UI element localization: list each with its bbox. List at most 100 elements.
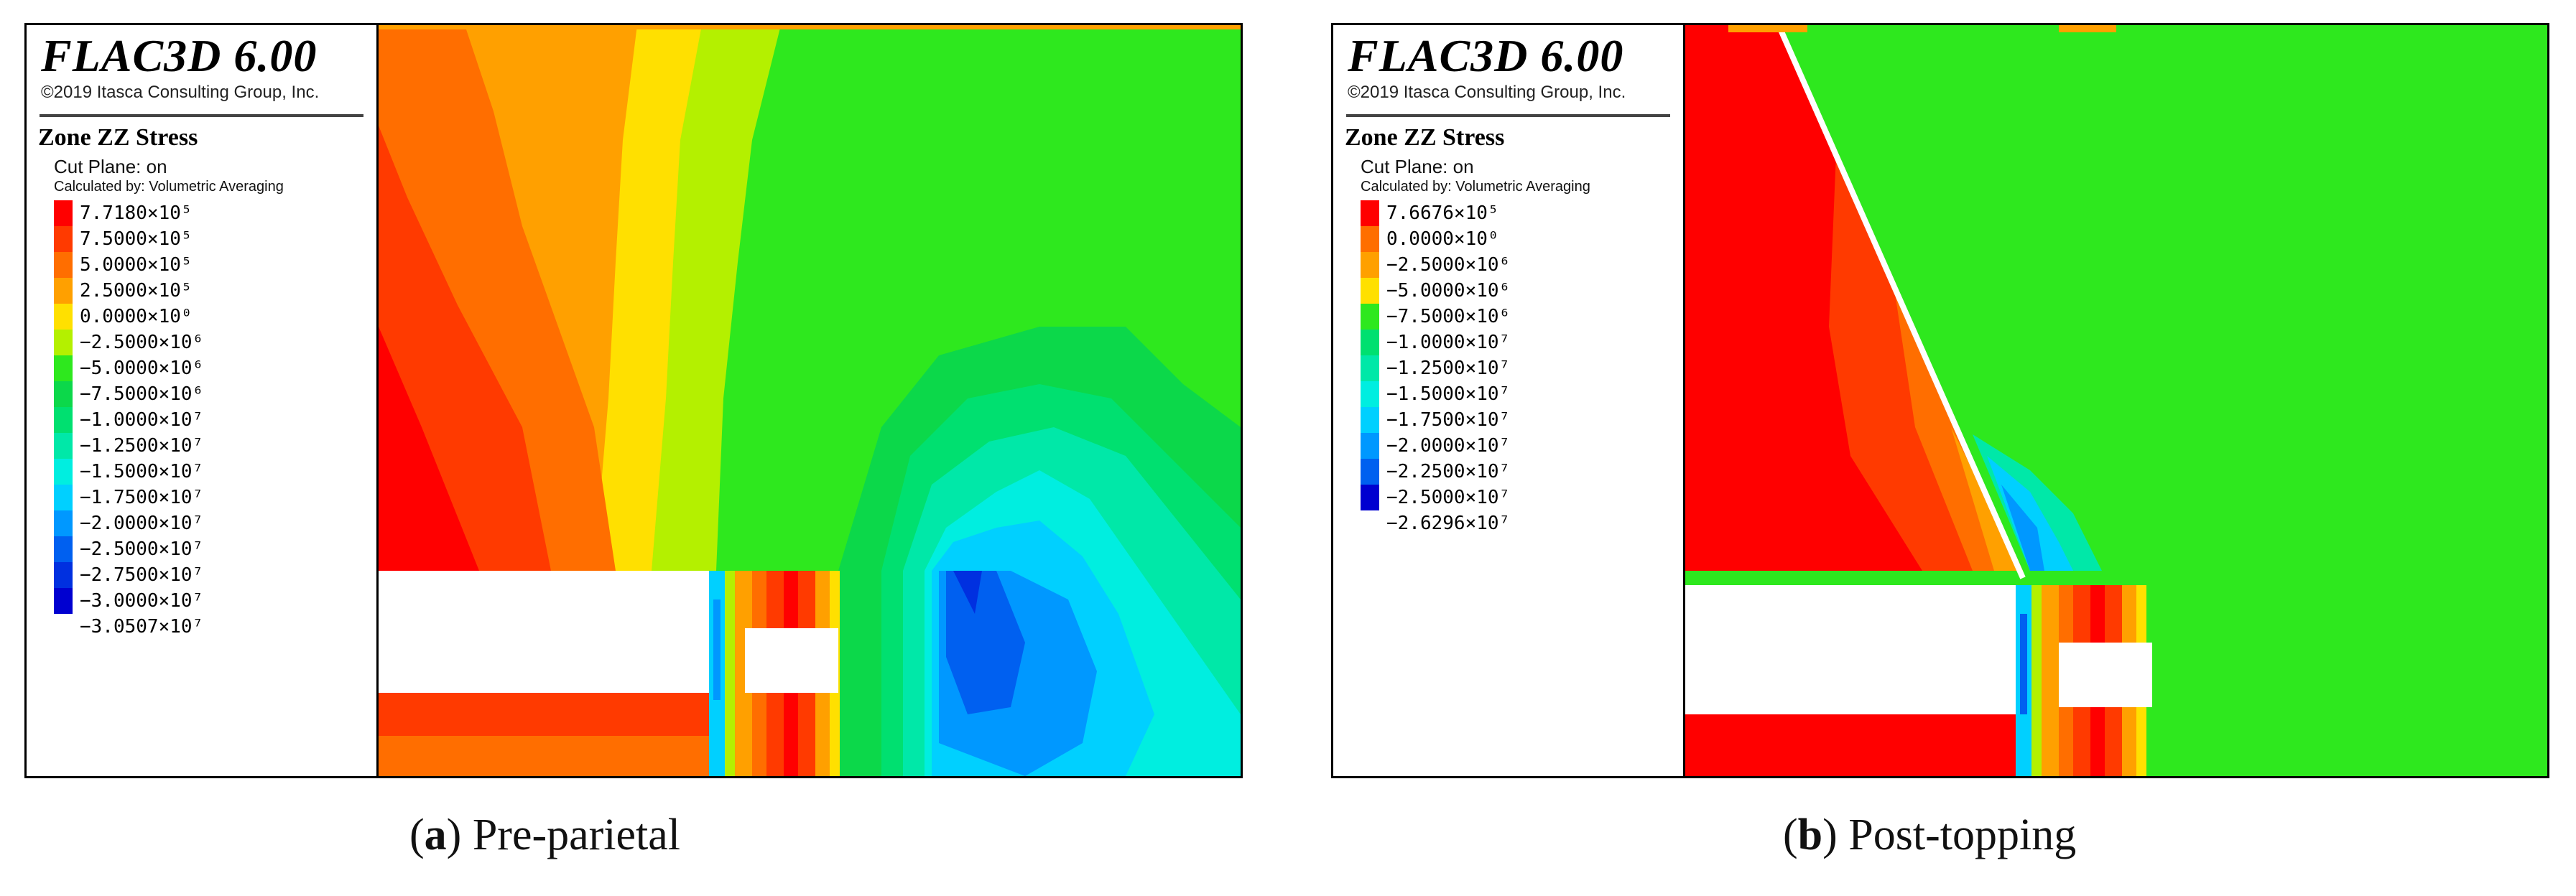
- legend-swatch: [1361, 278, 1379, 304]
- legend-swatch: [54, 459, 73, 485]
- pillar-band: [725, 571, 735, 776]
- legend-label: 2.5000×10⁵: [80, 280, 193, 302]
- legend-label: −2.6296×10⁷: [1386, 513, 1511, 534]
- section-title: Zone ZZ Stress: [38, 124, 198, 151]
- legend-label: 7.5000×10⁵: [80, 228, 193, 250]
- contour-band: [1987, 456, 2073, 571]
- section-title: Zone ZZ Stress: [1345, 124, 1505, 151]
- small-opening: [2059, 643, 2152, 707]
- contour-band: [946, 571, 1025, 714]
- legend-label: −2.2500×10⁷: [1386, 461, 1511, 482]
- legend-label: 5.0000×10⁵: [80, 254, 193, 276]
- legend-label: −2.0000×10⁷: [1386, 435, 1511, 457]
- small-opening: [745, 628, 838, 693]
- legend-label: −2.7500×10⁷: [80, 564, 204, 586]
- divider: [1346, 114, 1670, 117]
- legend-label: −1.0000×10⁷: [1386, 332, 1511, 353]
- caption-letter: a: [424, 811, 447, 859]
- contour-band: [1973, 434, 2102, 571]
- contour-band: [379, 25, 1241, 29]
- legend-label: 7.7180×10⁵: [80, 202, 193, 224]
- legend-swatch: [54, 355, 73, 381]
- legend-label: −5.0000×10⁶: [1386, 280, 1511, 302]
- legend-label: −7.5000×10⁶: [80, 383, 204, 405]
- legend-label: −1.5000×10⁷: [1386, 383, 1511, 405]
- roadway-opening: [379, 571, 709, 693]
- legend-swatch: [54, 200, 73, 226]
- caption-a: (a) Pre-parietal: [409, 811, 680, 859]
- legend-label: −3.0000×10⁷: [80, 590, 204, 612]
- legend-swatch: [1361, 433, 1379, 459]
- legend-label: −1.2500×10⁷: [1386, 358, 1511, 379]
- legend-swatch: [54, 226, 73, 252]
- divider: [40, 114, 363, 117]
- legend-swatch: [1361, 330, 1379, 355]
- caption-text: Pre-parietal: [461, 811, 680, 859]
- calc-method-label: Calculated by: Volumetric Averaging: [1361, 179, 1590, 195]
- legend-label: −2.0000×10⁷: [80, 513, 204, 534]
- legend-label: −1.7500×10⁷: [1386, 409, 1511, 431]
- app-title: FLAC3D 6.00: [1348, 30, 1624, 81]
- pillar-band: [2020, 614, 2027, 714]
- contour-band: [1728, 25, 1807, 32]
- legend-label: 0.0000×10⁰: [1386, 228, 1499, 250]
- legend-swatch: [1361, 381, 1379, 407]
- legend-label: −7.5000×10⁶: [1386, 306, 1511, 327]
- copyright-text: ©2019 Itasca Consulting Group, Inc.: [41, 83, 320, 102]
- legend-swatch: [54, 278, 73, 304]
- pillar-band: [713, 599, 721, 700]
- legend-label: −1.5000×10⁷: [80, 461, 204, 482]
- caption-text: Post-topping: [1837, 811, 2077, 859]
- legend-swatch: [54, 536, 73, 562]
- contour-band: [953, 571, 982, 614]
- pillar-band: [2031, 585, 2042, 776]
- legend-swatch: [54, 330, 73, 355]
- stress-contour-plot: [1685, 25, 2547, 776]
- legend-box: FLAC3D 6.00 ©2019 Itasca Consulting Grou…: [1333, 25, 1685, 776]
- cut-plane-label: Cut Plane: on: [1361, 156, 1474, 177]
- contour-band: [1685, 714, 2016, 776]
- legend-swatch: [54, 485, 73, 510]
- legend-label: 0.0000×10⁰: [80, 306, 193, 327]
- legend-label: −2.5000×10⁶: [80, 332, 204, 353]
- legend-label: −3.0507×10⁷: [80, 616, 204, 638]
- legend-swatch: [1361, 459, 1379, 485]
- legend-label: −5.0000×10⁶: [80, 358, 204, 379]
- legend-swatch: [54, 407, 73, 433]
- legend-label: −2.5000×10⁷: [80, 538, 204, 560]
- caption-letter: b: [1797, 811, 1823, 859]
- legend-label: −1.0000×10⁷: [80, 409, 204, 431]
- calc-method-label: Calculated by: Volumetric Averaging: [54, 179, 284, 195]
- contour-band: [379, 693, 723, 736]
- legend-swatch: [54, 381, 73, 407]
- contour-band: [2001, 485, 2044, 571]
- legend-swatch: [54, 304, 73, 330]
- panel-b: FLAC3D 6.00 ©2019 Itasca Consulting Grou…: [1331, 23, 2549, 778]
- contour-band: [2059, 25, 2116, 32]
- app-title: FLAC3D 6.00: [41, 30, 318, 81]
- caption-b: (b) Post-topping: [1783, 811, 2077, 859]
- slope-line: [1776, 25, 2026, 579]
- legend-swatch: [54, 510, 73, 536]
- legend-swatch: [1361, 304, 1379, 330]
- legend-swatch: [54, 562, 73, 588]
- legend-label: −2.5000×10⁷: [1386, 487, 1511, 508]
- legend-label: −1.7500×10⁷: [80, 487, 204, 508]
- panel-a: FLAC3D 6.00 ©2019 Itasca Consulting Grou…: [24, 23, 1243, 778]
- roadway-opening: [1685, 585, 2016, 714]
- legend-swatch: [1361, 226, 1379, 252]
- cut-plane-label: Cut Plane: on: [54, 156, 167, 177]
- contour-band: [379, 327, 479, 571]
- legend-swatch: [54, 433, 73, 459]
- copyright-text: ©2019 Itasca Consulting Group, Inc.: [1348, 83, 1626, 102]
- legend-swatch: [1361, 355, 1379, 381]
- pillar-band: [2042, 585, 2059, 776]
- legend-swatch: [1361, 407, 1379, 433]
- legend-swatch: [1361, 485, 1379, 510]
- legend-swatch: [54, 252, 73, 278]
- stress-contour-plot: [379, 25, 1241, 776]
- legend-swatch: [1361, 252, 1379, 278]
- legend-swatch: [54, 588, 73, 614]
- legend-swatch: [1361, 200, 1379, 226]
- legend-label: 7.6676×10⁵: [1386, 202, 1499, 224]
